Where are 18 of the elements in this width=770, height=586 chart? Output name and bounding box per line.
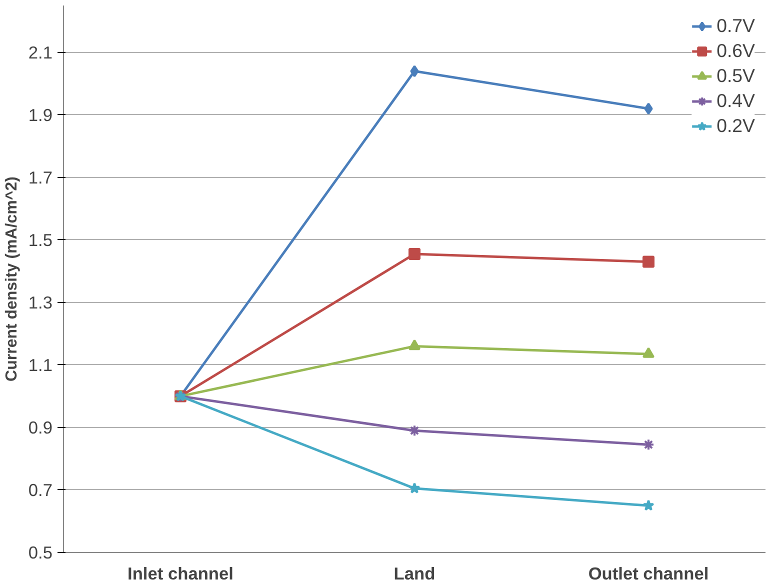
- y-tick-label: 0.5: [28, 542, 53, 562]
- y-tick-label: 1.5: [28, 230, 53, 250]
- legend-label: 0.2V: [716, 115, 755, 137]
- y-tick-label: 1.1: [28, 354, 53, 375]
- y-tick-label: 1.3: [28, 292, 53, 312]
- y-tick-label: 1.9: [28, 104, 53, 125]
- legend-label: 0.4V: [716, 90, 755, 112]
- y-tick-label: 1.7: [28, 167, 53, 188]
- y-tick-label: 0.7: [28, 480, 53, 500]
- y-axis-title: Current density (mA/cm^2): [3, 176, 20, 382]
- x-tick-label: Land: [394, 564, 436, 584]
- x-tick-label: Inlet channel: [128, 564, 234, 584]
- legend-label: 0.7V: [716, 15, 755, 37]
- y-tick-label: 2.1: [28, 42, 53, 62]
- x-tick-label: Outlet channel: [588, 564, 709, 584]
- legend-label: 0.6V: [716, 40, 755, 62]
- legend-label: 0.5V: [716, 65, 755, 87]
- y-tick-label: 0.9: [28, 417, 53, 438]
